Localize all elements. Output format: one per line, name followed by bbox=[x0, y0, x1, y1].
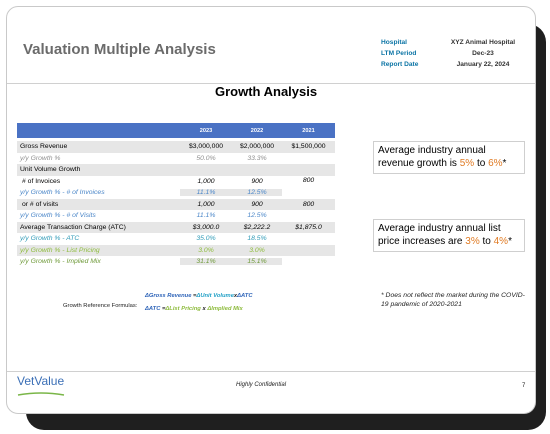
logo-swoosh-icon bbox=[17, 392, 65, 396]
formula-op: = bbox=[160, 306, 166, 312]
cell: 31.1% bbox=[180, 258, 232, 266]
callout-suffix: * bbox=[508, 235, 512, 247]
merged-cell: 800 bbox=[302, 177, 315, 184]
meta-key: LTM Period bbox=[381, 50, 417, 57]
meta-row-ltm-period: LTM Period Dec-23 bbox=[381, 48, 529, 59]
formula-op: = bbox=[191, 293, 197, 299]
callout-low: 5% bbox=[459, 157, 475, 169]
cell: $3,000.0 bbox=[192, 223, 220, 231]
table-row: or # of visits 1,000 900 800 bbox=[17, 198, 335, 210]
table-row: y/y Growth % - ATC 35.0% 18.5% bbox=[17, 233, 335, 245]
row-label: y/y Growth % bbox=[20, 154, 61, 162]
list-price-callout: Average industry annual list price incre… bbox=[373, 219, 525, 252]
confidential-label: Highly Confidential bbox=[236, 382, 287, 388]
header-cell: 2021 bbox=[302, 127, 315, 134]
meta-row-report-date: Report Date January 22, 2024 bbox=[381, 59, 529, 70]
formula-line-2: ΔATC =ΔList Pricing x ΔImplied Mix bbox=[145, 306, 243, 312]
cell: 900 bbox=[251, 200, 263, 208]
callout-high: 6% bbox=[488, 157, 503, 169]
cell: $1,875.0 bbox=[295, 223, 322, 231]
header-cell: 2022 bbox=[250, 127, 264, 134]
row-label: Unit Volume Growth bbox=[20, 166, 81, 174]
cell: 11.1% bbox=[196, 212, 216, 220]
formula-op: x bbox=[233, 293, 238, 299]
cell: 900 bbox=[251, 177, 263, 185]
table-row: y/y Growth % - List Pricing 3.0% 3.0% bbox=[17, 244, 335, 256]
cell: 12.5% bbox=[247, 212, 267, 220]
meta-key: Hospital bbox=[381, 39, 408, 46]
table-row: y/y Growth % - # of Visits 11.1% 12.5% bbox=[17, 210, 335, 222]
page-number: 7 bbox=[522, 383, 526, 389]
cell: 50.0% bbox=[196, 154, 216, 162]
cell: 800 bbox=[302, 200, 315, 208]
cell: $1,500,000 bbox=[291, 143, 326, 151]
formula-op: x bbox=[200, 306, 208, 312]
cell: 11.1% bbox=[180, 189, 232, 197]
growth-table: 2023 2022 2021 Gross Revenue $3,000,000 … bbox=[17, 123, 335, 268]
row-label: y/y Growth % - # of Visits bbox=[20, 212, 96, 220]
cell: $2,000,000 bbox=[239, 143, 275, 151]
meta-value: January 22, 2024 bbox=[456, 61, 510, 68]
table-row: y/y Growth % - # of Invoices 11.1% 12.5% bbox=[17, 187, 335, 199]
row-label: # of Invoices bbox=[22, 177, 61, 185]
cell: 18.5% bbox=[247, 235, 267, 243]
table-header-row: 2023 2022 2021 bbox=[17, 123, 335, 138]
table-row: Gross Revenue $3,000,000 $2,000,000 $1,5… bbox=[17, 141, 335, 153]
divider bbox=[7, 371, 535, 372]
revenue-growth-callout: Average industry annual revenue growth i… bbox=[373, 141, 525, 174]
section-title: Growth Analysis bbox=[215, 84, 318, 99]
callout-mid: to bbox=[474, 157, 489, 169]
cell: 15.1% bbox=[232, 258, 282, 266]
row-label: y/y Growth % - ATC bbox=[20, 235, 80, 243]
row-label: Gross Revenue bbox=[20, 143, 68, 151]
cell: 3.0% bbox=[198, 246, 214, 254]
row-label: y/y Growth % - # of Invoices bbox=[20, 189, 105, 197]
page-title: Valuation Multiple Analysis bbox=[23, 41, 216, 58]
meta-value: Dec-23 bbox=[472, 50, 494, 57]
report-meta: Hospital XYZ Animal Hospital LTM Period … bbox=[381, 37, 529, 70]
cell: $2,222.2 bbox=[243, 223, 271, 231]
formula-term: ΔUnit Volume bbox=[196, 293, 234, 299]
table-row: y/y Growth % 50.0% 33.3% bbox=[17, 153, 335, 165]
cell: 35.0% bbox=[196, 235, 216, 243]
callout-suffix: * bbox=[502, 157, 507, 169]
cell: $3,000,000 bbox=[188, 143, 224, 151]
callout-mid: to bbox=[479, 235, 494, 247]
table-row: y/y Growth % - Implied Mix 31.1% 15.1% bbox=[17, 256, 335, 268]
meta-value: XYZ Animal Hospital bbox=[450, 39, 516, 46]
formula-term: ΔATC bbox=[237, 293, 253, 299]
cell: 12.5% bbox=[232, 189, 282, 197]
footnote: * Does not reflect the market during the… bbox=[381, 292, 525, 308]
formula-term: ΔImplied Mix bbox=[207, 306, 243, 312]
table-row: Unit Volume Growth bbox=[17, 164, 335, 176]
callout-high: 4% bbox=[493, 235, 509, 247]
formula-term: ΔList Pricing bbox=[165, 306, 201, 312]
formula-term: ΔATC bbox=[145, 306, 161, 312]
formula-line-1: ΔGross Revenue =ΔUnit VolumexΔATC bbox=[145, 293, 253, 299]
cell: 3.0% bbox=[249, 246, 265, 254]
table-row: # of Invoices 1,000 900 bbox=[17, 176, 335, 188]
table-row: Average Transaction Charge (ATC) $3,000.… bbox=[17, 221, 335, 233]
slide: Valuation Multiple Analysis Hospital XYZ… bbox=[6, 6, 536, 414]
vetvalue-logo: VetValue bbox=[17, 374, 65, 388]
header-cell: 2023 bbox=[199, 127, 213, 134]
meta-key: Report Date bbox=[381, 61, 419, 68]
cell: 1,000 bbox=[197, 177, 215, 185]
row-label: y/y Growth % - Implied Mix bbox=[20, 258, 101, 266]
callout-low: 3% bbox=[465, 235, 480, 247]
meta-row-hospital: Hospital XYZ Animal Hospital bbox=[381, 37, 529, 48]
callout-text: Average industry annual revenue growth i… bbox=[378, 145, 486, 169]
callout-text: Average industry annual list price incre… bbox=[378, 223, 501, 247]
row-label: y/y Growth % - List Pricing bbox=[20, 246, 100, 254]
formula-label: Growth Reference Formulas: bbox=[63, 303, 138, 309]
row-label: Average Transaction Charge (ATC) bbox=[20, 223, 126, 231]
cell: 1,000 bbox=[197, 200, 215, 208]
row-label: or # of visits bbox=[22, 200, 59, 208]
formula-term: ΔGross Revenue bbox=[145, 293, 192, 299]
cell: 33.3% bbox=[247, 154, 267, 162]
divider bbox=[7, 83, 535, 84]
